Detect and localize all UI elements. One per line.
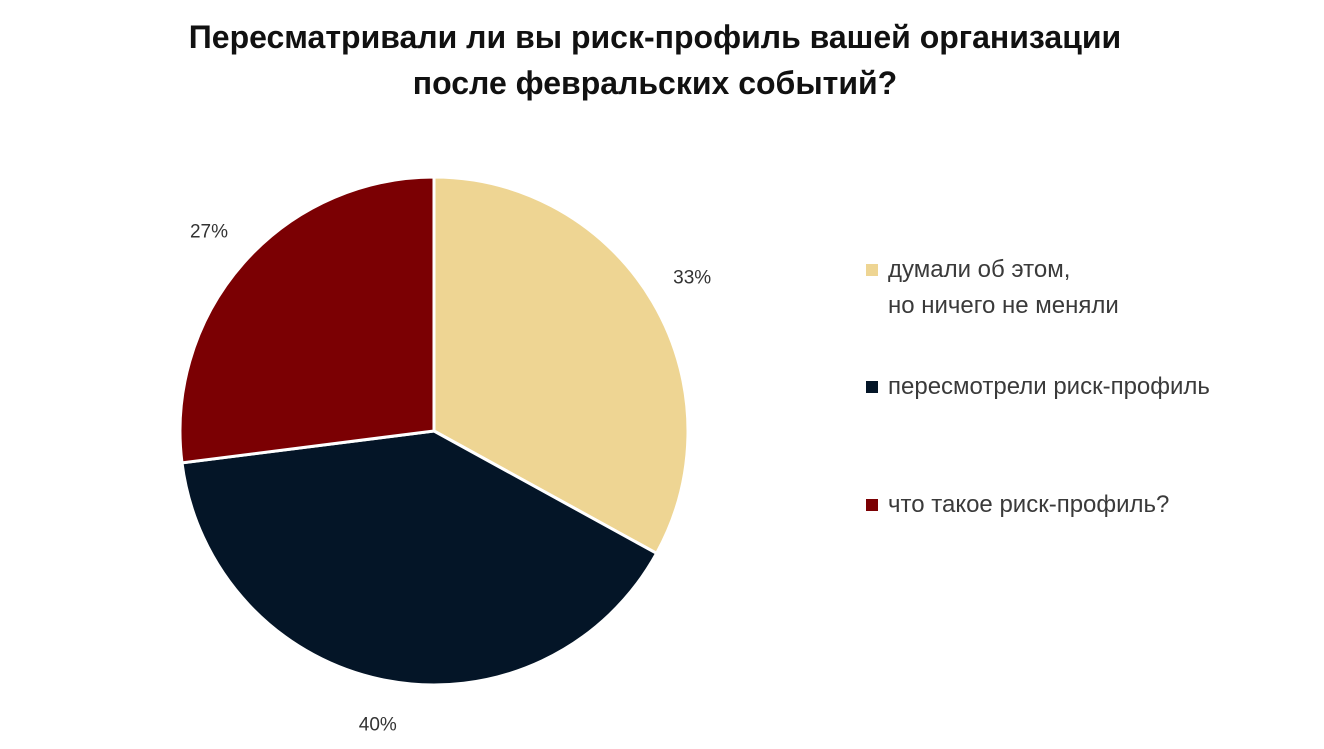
chart-title-line-1: Пересматривали ли вы риск-профиль вашей … bbox=[188, 19, 1122, 55]
legend-swatch-thought-no-change bbox=[866, 264, 878, 276]
legend-label-reviewed: пересмотрели риск-профиль bbox=[888, 373, 1210, 400]
legend-swatch-reviewed bbox=[866, 381, 878, 393]
data-label-reviewed: 40% bbox=[359, 715, 397, 736]
chart-title: Пересматривали ли вы риск-профиль вашей … bbox=[0, 14, 1310, 106]
data-label-thought-no-change: 33% bbox=[673, 267, 711, 288]
pie-slice-what-is bbox=[178, 175, 436, 465]
legend-swatch-what-is bbox=[866, 499, 878, 511]
legend-label-thought-no-change-line-1: думали об этом, bbox=[888, 256, 1071, 283]
data-label-what-is: 27% bbox=[190, 222, 228, 243]
legend-label-what-is: что такое риск-профиль? bbox=[888, 491, 1170, 518]
chart-title-line-2: после февральских событий? bbox=[412, 65, 898, 101]
legend-label-thought-no-change-line-2: но ничего не меняли bbox=[888, 292, 1119, 319]
pie-slice-thought-no-change bbox=[432, 175, 690, 556]
pie-slice-reviewed bbox=[180, 429, 659, 687]
